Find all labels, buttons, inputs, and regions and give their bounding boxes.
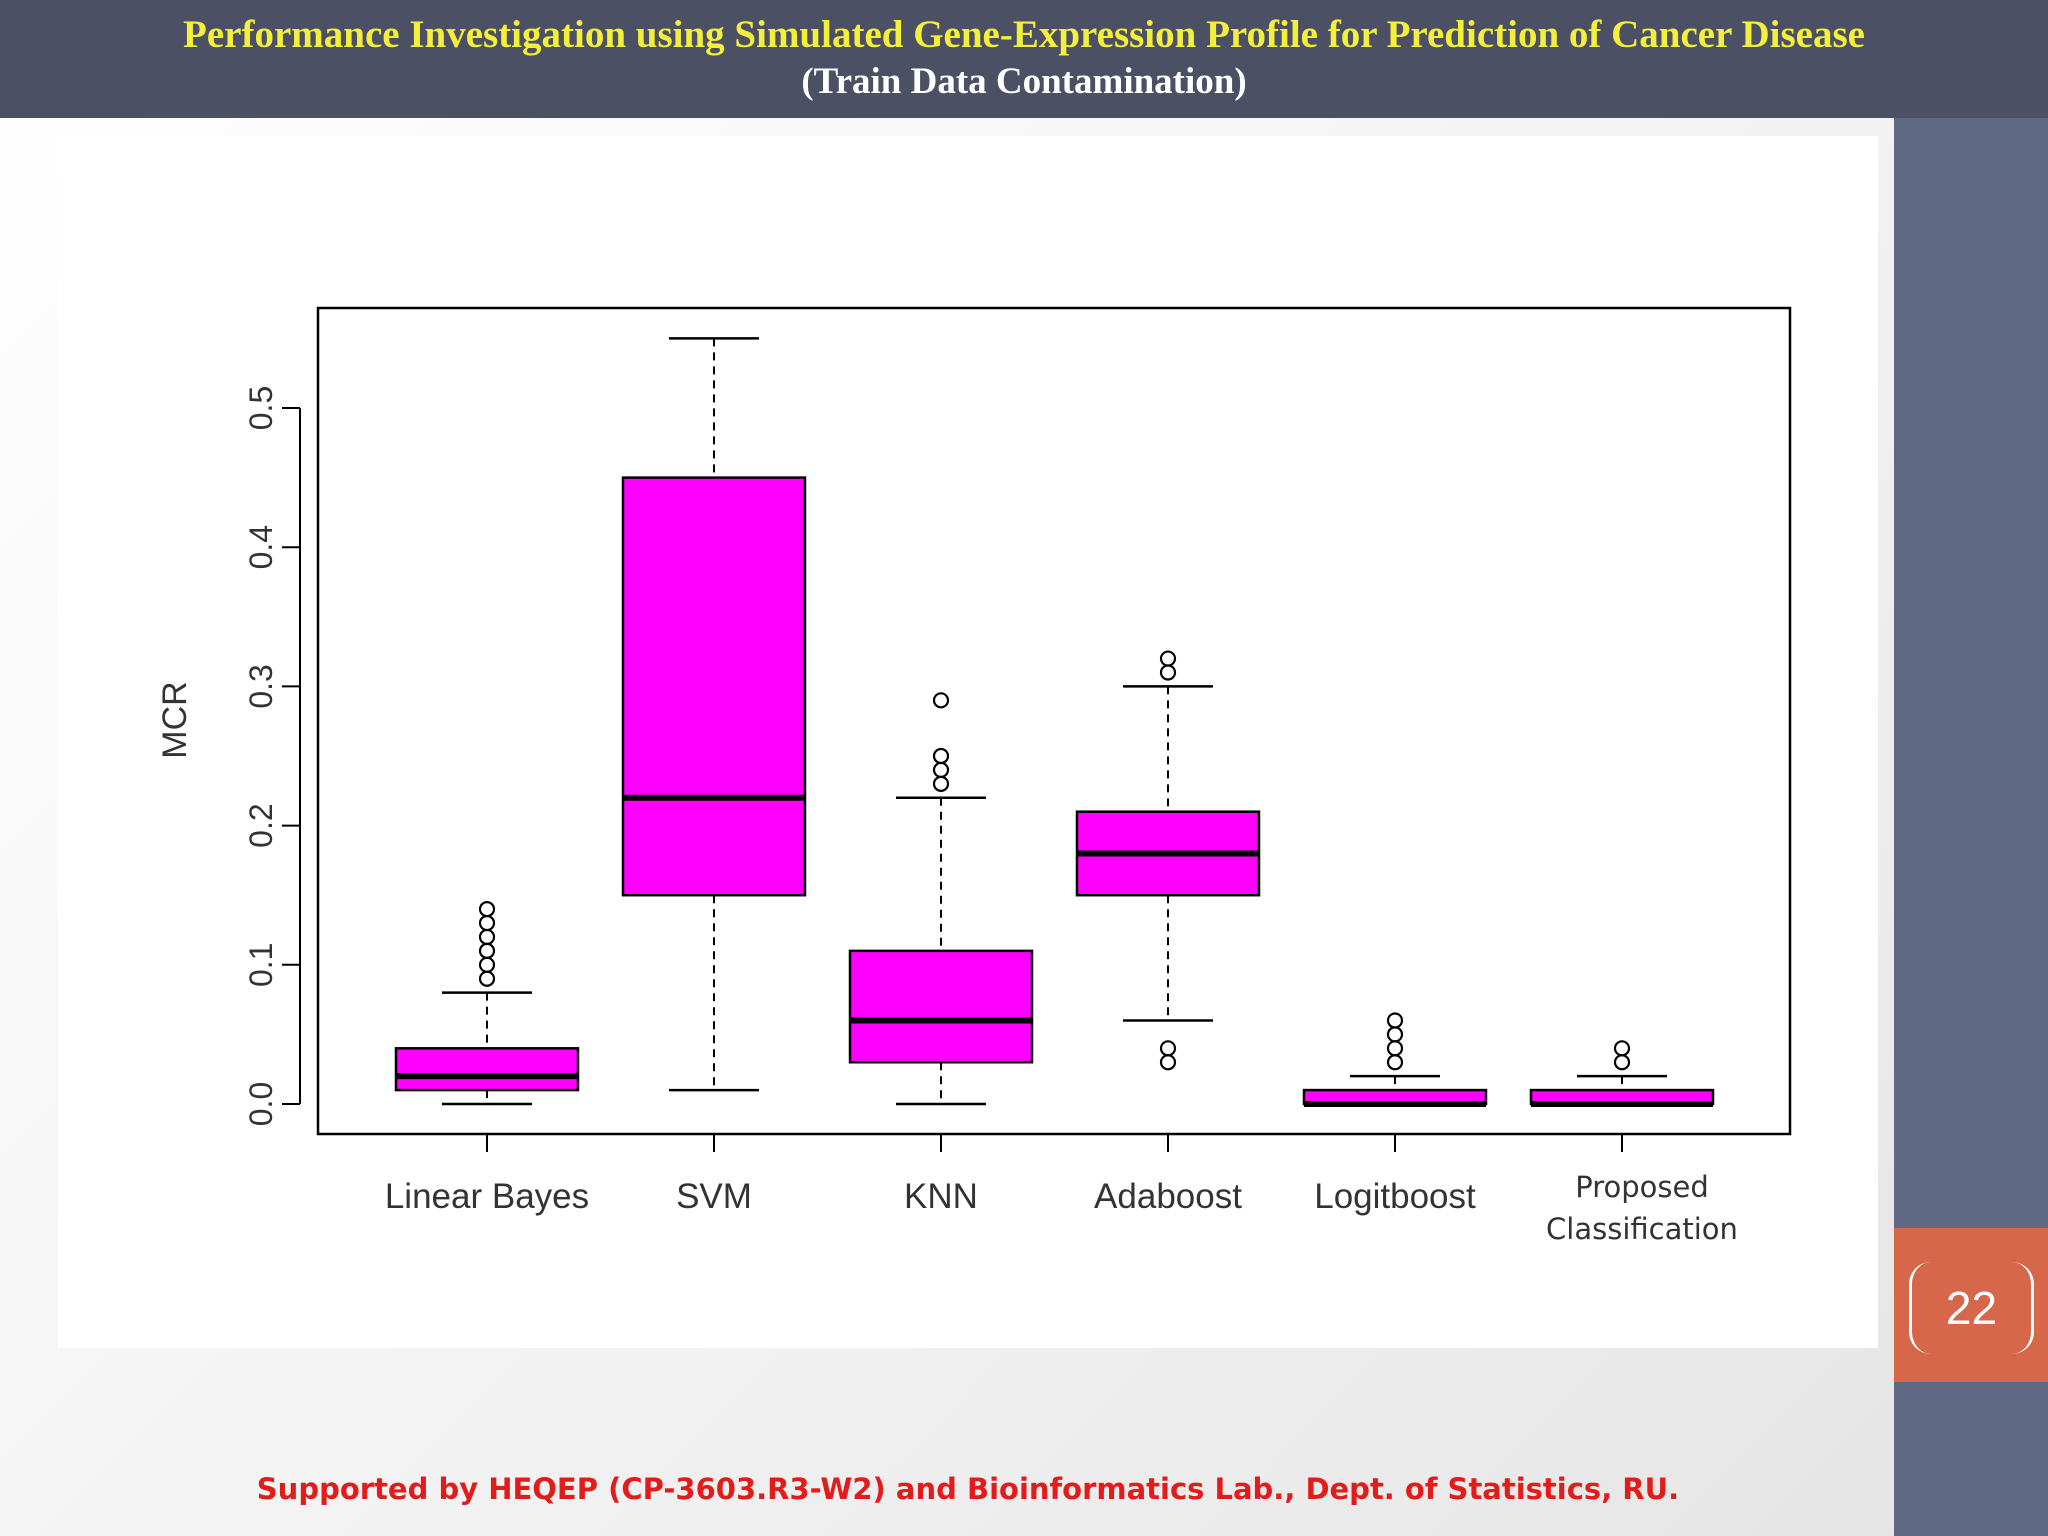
box-logitboost <box>1302 1012 1488 1107</box>
outlier-point <box>1613 1040 1631 1057</box>
y-tick-label: 0.1 <box>243 943 279 987</box>
chart-panel: 0.0 0.1 0.2 0.3 0.4 0.5 MCR Linear Bayes SVM KNN A… <box>58 136 1878 1348</box>
x-tick-label: Classification <box>1546 1212 1738 1246</box>
y-tick-label: 0.5 <box>243 386 279 430</box>
y-tick-label: 0.0 <box>243 1082 279 1126</box>
iqr-box <box>848 949 1034 1064</box>
outlier-point <box>478 928 496 946</box>
outlier-point <box>478 956 496 973</box>
plot-frame <box>316 306 1792 1136</box>
x-tick-label: KNN <box>904 1177 978 1216</box>
boxes <box>394 337 1715 1107</box>
x-tick-label: Proposed <box>1575 1170 1709 1204</box>
iqr-box <box>394 1047 580 1092</box>
box-linear-bayes <box>394 901 580 1106</box>
outlier-point <box>932 747 950 765</box>
y-tick-label: 0.2 <box>243 803 279 847</box>
x-tick-label: Linear Bayes <box>385 1177 589 1216</box>
outlier-point <box>478 970 496 987</box>
x-tick-label: Adaboost <box>1094 1177 1242 1216</box>
x-tick-label: Logitboost <box>1314 1177 1476 1216</box>
outlier-point <box>1159 1040 1177 1057</box>
iqr-box <box>621 476 807 897</box>
page-number: 22 <box>1909 1262 2034 1354</box>
y-tick-label: 0.3 <box>243 664 279 708</box>
outlier-point <box>478 914 496 932</box>
box-proposed-classification <box>1529 1040 1715 1107</box>
outlier-point <box>1159 1054 1177 1071</box>
outlier-point <box>1386 1054 1404 1071</box>
slide-subtitle: (Train Data Contamination) <box>801 61 1247 102</box>
y-axis-title: MCR <box>156 681 194 758</box>
page-number-badge <box>1894 1228 2048 1382</box>
outlier-point <box>1159 650 1177 667</box>
box-adaboost <box>1075 650 1261 1071</box>
x-tick-label: SVM <box>676 1177 752 1216</box>
outlier-point <box>1386 1026 1404 1043</box>
footer-acknowledgement: Supported by HEQEP (CP-3603.R3-W2) and B… <box>256 1472 1680 1506</box>
outlier-point <box>932 761 950 779</box>
axis-labels: 0.0 0.1 0.2 0.3 0.4 0.5 MCR Linear Bayes SVM KNN A… <box>156 386 1738 1246</box>
outlier-point <box>1386 1012 1404 1029</box>
outlier-point <box>478 942 496 959</box>
slide-header: Performance Investigation using Simulate… <box>0 0 2048 118</box>
y-tick-label: 0.4 <box>243 525 279 569</box>
box-svm <box>621 337 807 1092</box>
outlier-point <box>1613 1054 1631 1071</box>
outlier-point <box>1159 664 1177 681</box>
outlier-point <box>478 901 496 918</box>
outlier-point <box>1386 1040 1404 1057</box>
slide-title: Performance Investigation using Simulate… <box>183 13 1865 56</box>
outlier-point <box>932 775 950 792</box>
outlier-point <box>932 692 950 709</box>
box-knn <box>848 692 1034 1106</box>
boxplot-chart: 0.0 0.1 0.2 0.3 0.4 0.5 MCR Linear Bayes SVM KNN A… <box>156 306 1792 1246</box>
axes <box>282 306 1792 1152</box>
